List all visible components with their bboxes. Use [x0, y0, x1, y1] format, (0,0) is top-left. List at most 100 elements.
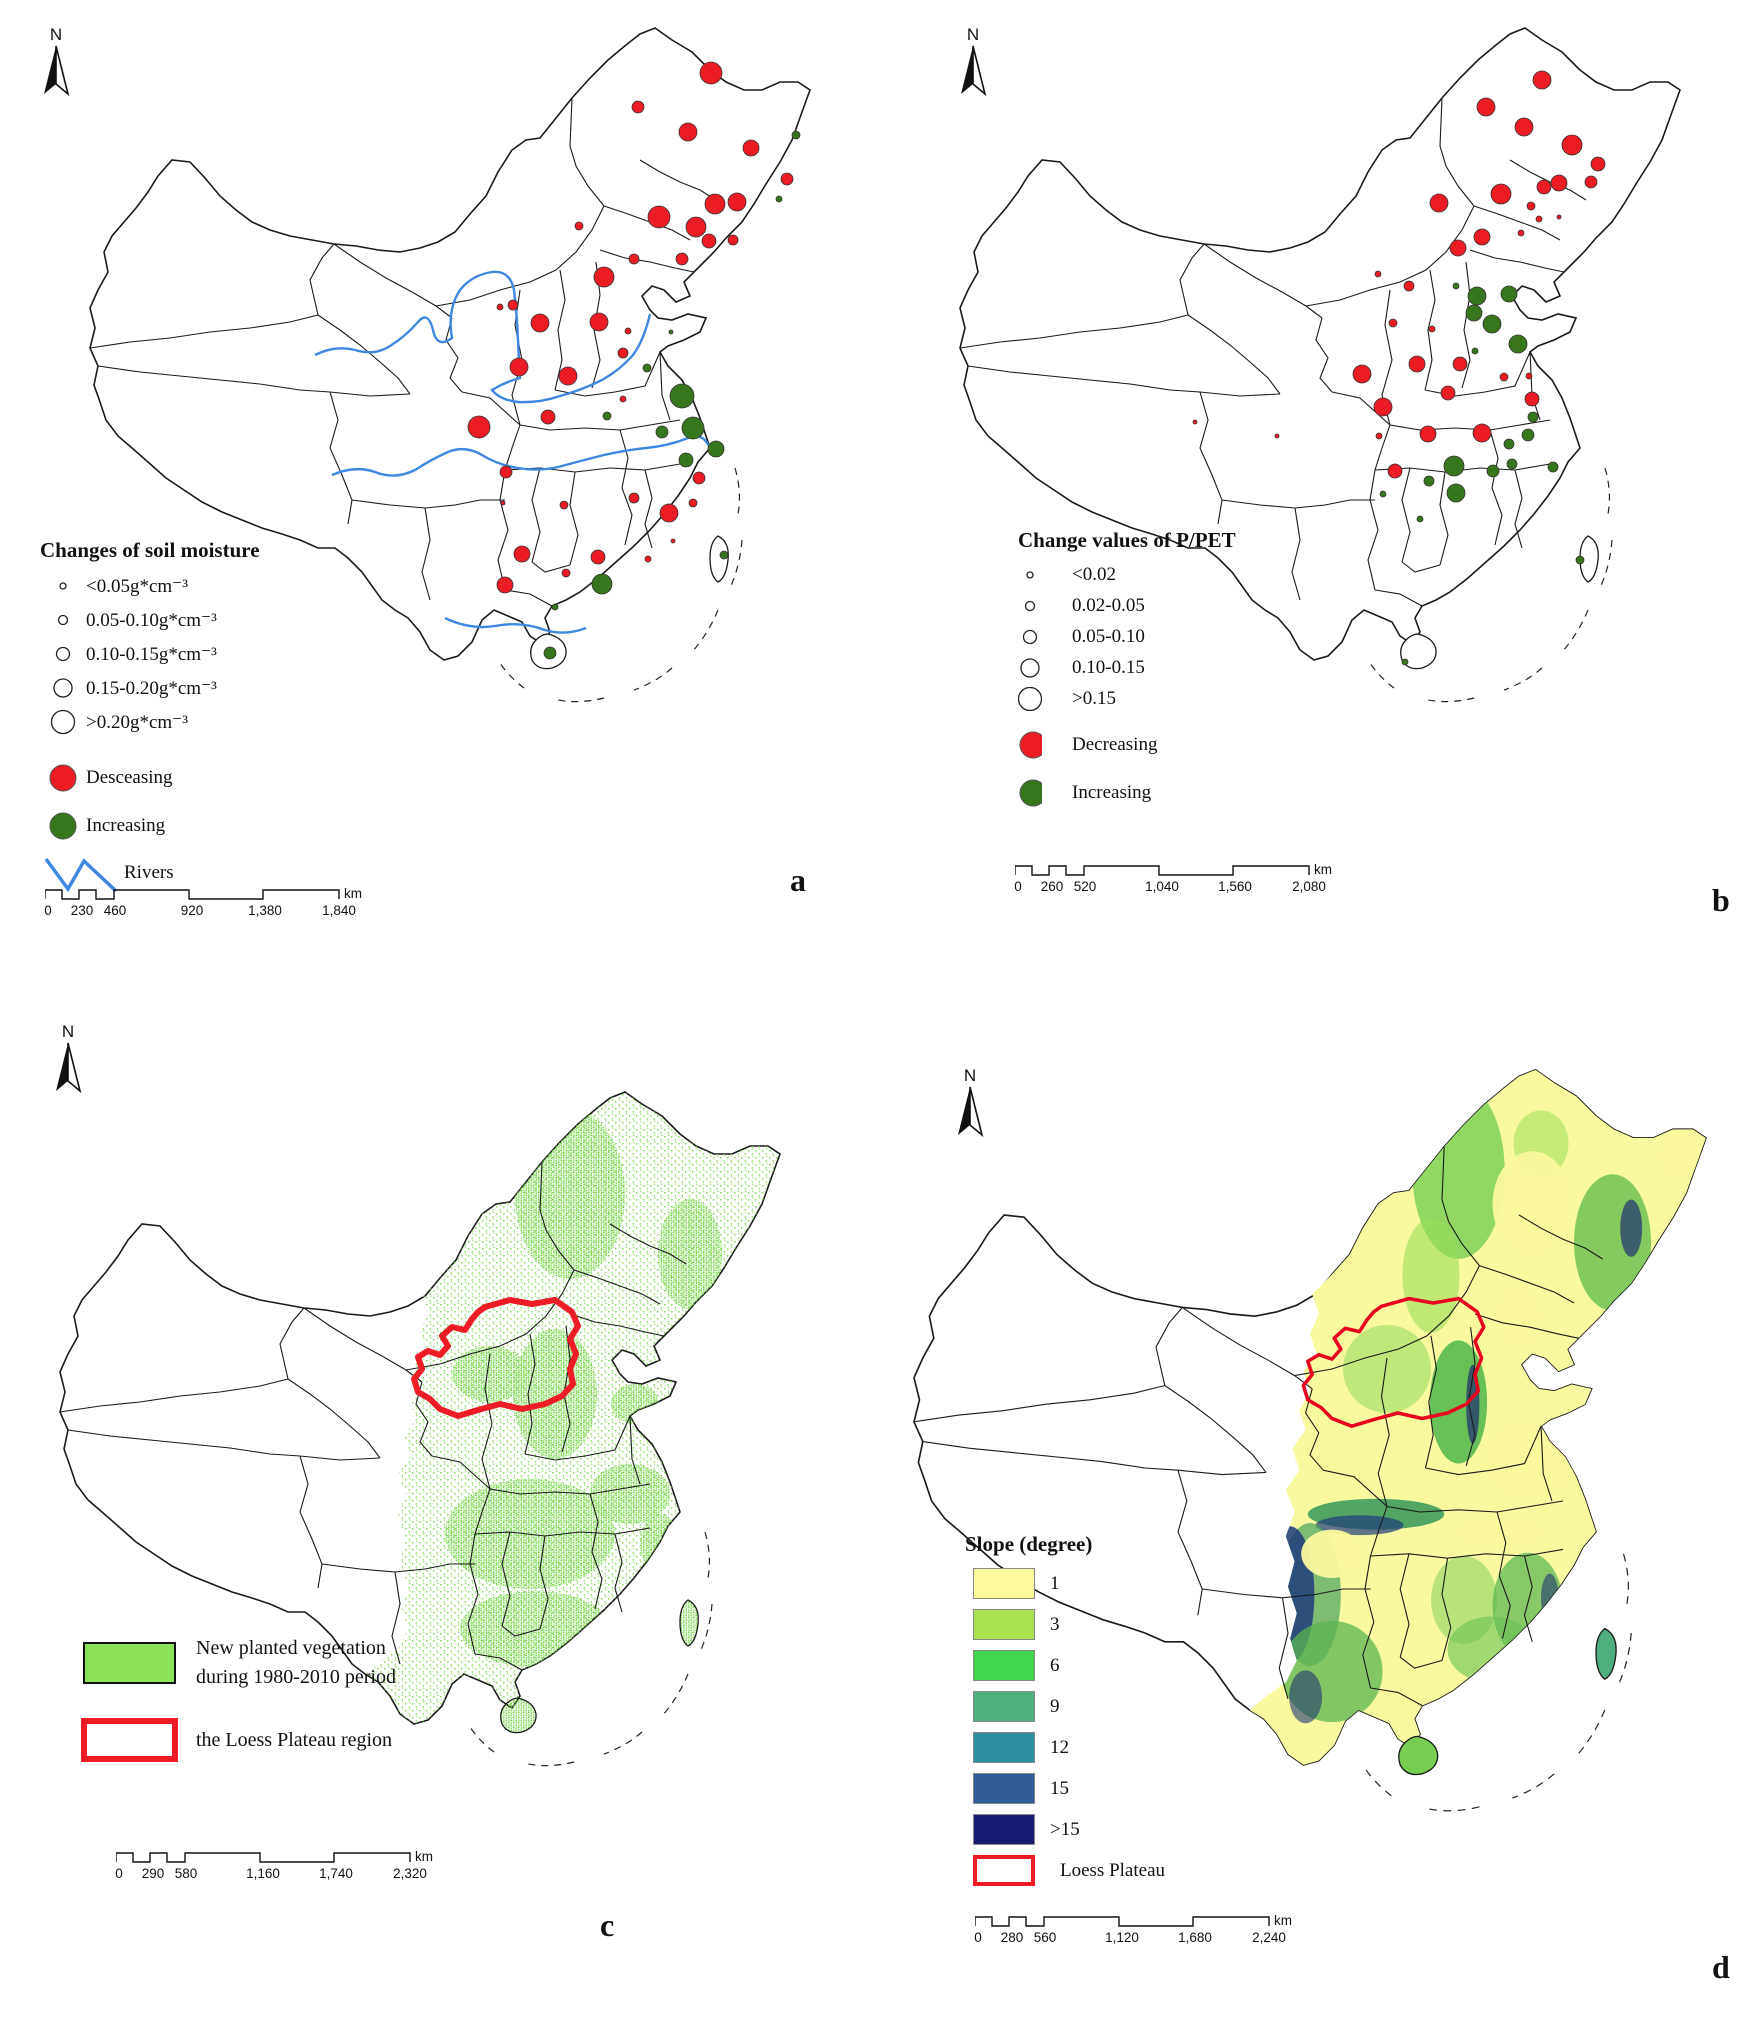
- north-label: N: [966, 25, 980, 44]
- slope-swatch: [973, 1773, 1035, 1804]
- panel-letter-a: a: [790, 862, 806, 898]
- scalebar: km 0 230 460 920 1,380 1,840: [44, 886, 362, 918]
- slope-swatch: [973, 1568, 1035, 1599]
- legend-increasing: Increasing: [1018, 770, 1236, 816]
- river-line-icon: [40, 853, 124, 893]
- size-class-label: 0.15-0.20g*cm⁻³: [86, 677, 217, 699]
- soil-moisture-symbols: [467, 61, 801, 660]
- scalebar-unit: km: [344, 886, 362, 901]
- vegetation-layer: [365, 1092, 780, 1724]
- legend-increasing: Increasing: [40, 803, 260, 849]
- legend-loess-item: the Loess Plateau region: [60, 1718, 396, 1762]
- legend-decreasing: Desceasing: [40, 755, 260, 801]
- slope-swatch: [973, 1609, 1035, 1640]
- slope-swatch: [973, 1691, 1035, 1722]
- size-class-label: 0.10-0.15: [1072, 656, 1145, 678]
- size-class-label: <0.05g*cm⁻³: [86, 575, 188, 597]
- rivers-label: Rivers: [124, 862, 174, 883]
- legend-slope-class: 3: [965, 1604, 1165, 1645]
- legend-slope-class: 15: [965, 1768, 1165, 1809]
- legend-size-class: >0.15: [1018, 683, 1236, 714]
- slope-layer: [1249, 1069, 1706, 1765]
- legend-slope-class: 12: [965, 1727, 1165, 1768]
- legend-size-class: 0.15-0.20g*cm⁻³: [40, 671, 260, 705]
- legend-size-class: >0.20g*cm⁻³: [40, 705, 260, 739]
- legend-size-class: 0.05-0.10: [1018, 621, 1236, 652]
- loess-outline-swatch: [81, 1718, 178, 1762]
- china-map-p-pet: [959, 27, 1681, 703]
- size-circle-icon: [40, 709, 86, 735]
- north-label: N: [61, 1022, 75, 1041]
- north-arrow: N: [953, 26, 993, 101]
- size-circle-icon: [40, 675, 86, 701]
- slope-swatch: [973, 1814, 1035, 1845]
- legend-p-pet: Change values of P/PET <0.02 0.02-0.05 0…: [1018, 528, 1236, 816]
- north-arrow-icon: [957, 1086, 983, 1136]
- legend-title: Change values of P/PET: [1018, 528, 1236, 552]
- north-label: N: [49, 25, 63, 44]
- legend-size-class: <0.02: [1018, 559, 1236, 590]
- legend-rivers: Rivers: [40, 851, 260, 895]
- size-class-label: <0.02: [1072, 563, 1116, 585]
- decreasing-label: Desceasing: [86, 767, 173, 788]
- size-class-label: 0.05-0.10g*cm⁻³: [86, 609, 217, 631]
- increasing-circle-icon: [40, 811, 86, 841]
- panel-letter-c: c: [600, 1907, 615, 1943]
- panel-soil-moisture: N Changes of soil moisture <0.05g*cm⁻³ 0…: [0, 0, 870, 1019]
- north-arrow: N: [48, 1023, 88, 1098]
- size-class-label: 0.10-0.15g*cm⁻³: [86, 643, 217, 665]
- scalebar: km 0 290 580 1,160 1,740 2,320: [115, 1849, 433, 1881]
- legend-slope-class: 1: [965, 1563, 1165, 1604]
- legend-size-class: 0.10-0.15g*cm⁻³: [40, 637, 260, 671]
- loess-label: Loess Plateau: [1060, 1859, 1166, 1881]
- north-label: N: [963, 1066, 977, 1085]
- north-arrow: N: [36, 26, 76, 101]
- increasing-label: Increasing: [1072, 782, 1152, 803]
- legend-title: Slope (degree): [965, 1532, 1093, 1556]
- scalebar-unit: km: [1274, 1913, 1292, 1928]
- size-class-label: 0.05-0.10: [1072, 625, 1145, 647]
- legend-soil-moisture: Changes of soil moisture <0.05g*cm⁻³ 0.0…: [40, 538, 260, 895]
- size-circle-icon: [1018, 594, 1042, 618]
- slope-swatch: [973, 1650, 1035, 1681]
- china-map-vegetation: [59, 1091, 781, 1767]
- loess-label: the Loess Plateau region: [196, 1728, 393, 1751]
- panel-letter-d: d: [1712, 1949, 1730, 1985]
- size-circle-icon: [40, 641, 86, 667]
- scalebar: km 0 260 520 1,040 1,560 2,080: [1014, 862, 1332, 894]
- loess-outline-swatch: [973, 1855, 1035, 1886]
- decreasing-circle-icon: [1018, 730, 1042, 760]
- north-arrow-icon: [55, 1042, 81, 1092]
- decreasing-circle-icon: [40, 763, 86, 793]
- size-circle-icon: [1018, 625, 1042, 649]
- panel-p-pet: N Change values of P/PET <0.02 0.02-0.05…: [870, 0, 1740, 1019]
- scalebar-unit: km: [1314, 862, 1332, 877]
- size-class-label: 0.02-0.05: [1072, 594, 1145, 616]
- panel-letter-b: b: [1712, 882, 1730, 918]
- size-circle-icon: [40, 573, 86, 599]
- panel-new-vegetation: N New planted vegetation during 1980-201…: [0, 1019, 870, 2039]
- increasing-label: Increasing: [86, 815, 166, 836]
- legend-size-class: 0.05-0.10g*cm⁻³: [40, 603, 260, 637]
- legend-decreasing: Decreasing: [1018, 722, 1236, 768]
- scalebar-unit: km: [415, 1849, 433, 1864]
- slope-swatch: [973, 1732, 1035, 1763]
- legend-size-class: 0.10-0.15: [1018, 652, 1236, 683]
- legend-size-class: <0.05g*cm⁻³: [40, 569, 260, 603]
- scalebar: km 0 280 560 1,120 1,680 2,240: [974, 1913, 1292, 1945]
- north-arrow: N: [950, 1067, 990, 1142]
- size-circle-icon: [40, 607, 86, 633]
- north-arrow-icon: [960, 45, 986, 95]
- legend-title: Changes of soil moisture: [40, 538, 260, 562]
- decreasing-label: Decreasing: [1072, 734, 1158, 755]
- size-class-label: >0.20g*cm⁻³: [86, 711, 188, 733]
- vegetation-swatch: [83, 1642, 176, 1684]
- legend-vegetation: New planted vegetation during 1980-2010 …: [60, 1634, 396, 1762]
- size-class-label: >0.15: [1072, 687, 1116, 709]
- panel-slope: N Slope (degree) 1 3 6 9 12: [870, 1019, 1740, 2039]
- china-map-soil-moisture: [89, 27, 811, 703]
- size-circle-icon: [1018, 563, 1042, 587]
- legend-slope-class: >15: [965, 1809, 1165, 1850]
- china-map-slope: [913, 1068, 1707, 1812]
